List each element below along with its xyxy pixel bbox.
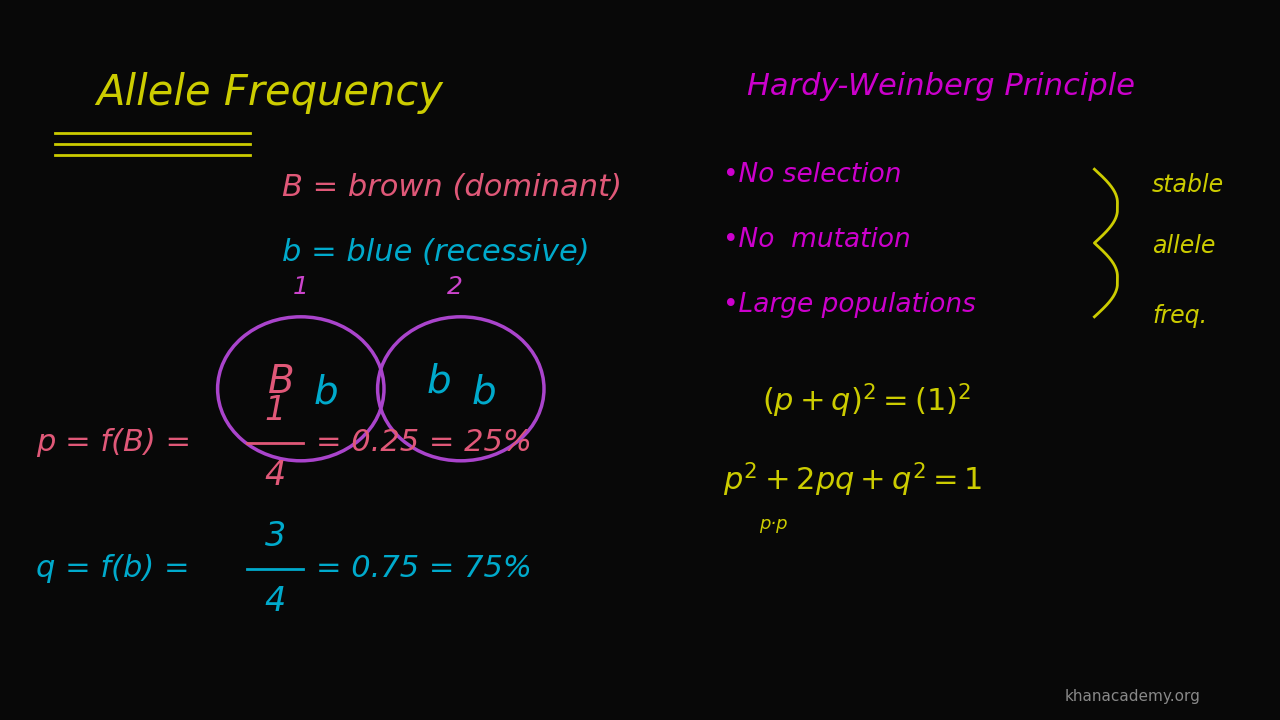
Text: $p^2 + 2pq + q^2 = 1$: $p^2 + 2pq + q^2 = 1$ <box>723 461 983 499</box>
Text: allele: allele <box>1152 234 1216 258</box>
Text: = 0.75 = 75%: = 0.75 = 75% <box>316 554 532 583</box>
Text: $(p + q)^2 = (1)^2$: $(p + q)^2 = (1)^2$ <box>762 382 970 420</box>
Text: = 0.25 = 25%: = 0.25 = 25% <box>316 428 532 457</box>
Text: p = f(B) =: p = f(B) = <box>36 428 191 457</box>
Text: 2: 2 <box>447 275 462 299</box>
Text: 4: 4 <box>265 459 285 492</box>
Text: khanacademy.org: khanacademy.org <box>1065 689 1201 704</box>
Text: •No selection: •No selection <box>723 162 901 188</box>
Text: B: B <box>269 363 294 400</box>
Text: •No  mutation: •No mutation <box>723 227 911 253</box>
Text: 4: 4 <box>265 585 285 618</box>
Text: Allele Frequency: Allele Frequency <box>96 72 443 114</box>
Text: 1: 1 <box>293 275 308 299</box>
Text: freq.: freq. <box>1152 304 1207 328</box>
Text: b: b <box>314 374 339 411</box>
Text: 1: 1 <box>265 394 285 427</box>
Text: •Large populations: •Large populations <box>723 292 977 318</box>
Text: q = f(b) =: q = f(b) = <box>36 554 189 583</box>
Text: 3: 3 <box>265 520 285 553</box>
Text: b: b <box>471 374 497 411</box>
Text: b: b <box>426 363 452 400</box>
Text: stable: stable <box>1152 173 1224 197</box>
Text: B = brown (dominant): B = brown (dominant) <box>282 173 622 202</box>
Text: b = blue (recessive): b = blue (recessive) <box>282 238 589 266</box>
Text: p·p: p·p <box>759 515 787 533</box>
Text: Hardy-Weinberg Principle: Hardy-Weinberg Principle <box>746 72 1135 101</box>
